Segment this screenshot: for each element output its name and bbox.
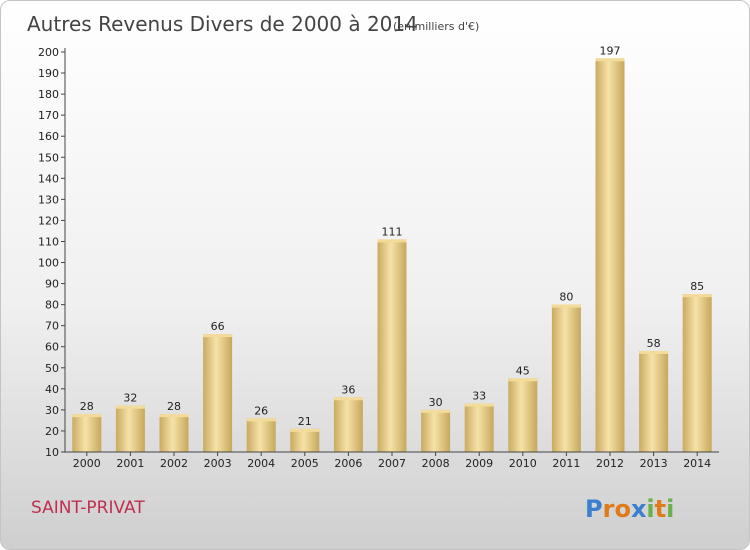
bar-top-edge	[72, 414, 102, 418]
bar	[159, 414, 189, 452]
bar	[682, 294, 712, 452]
y-tick-label: 200	[38, 46, 59, 59]
y-tick-label: 70	[45, 320, 59, 333]
value-label: 32	[123, 392, 137, 405]
x-axis: 2000 2001 2002 2003 2004 2005 2006 2007 2008 2009…	[65, 451, 719, 470]
y-tick-label: 130	[38, 193, 59, 206]
value-label: 80	[559, 291, 573, 304]
x-tick-label: 2011	[552, 457, 580, 470]
value-label: 85	[690, 280, 704, 293]
y-tick-label: 170	[38, 109, 59, 122]
x-tick-label: 2001	[116, 457, 144, 470]
bar	[203, 334, 233, 452]
value-label: 28	[80, 400, 94, 413]
bar-top-edge	[639, 350, 669, 354]
bar-top-edge	[246, 418, 276, 422]
y-tick-label: 120	[38, 214, 59, 227]
bar-top-edge	[290, 428, 320, 432]
bar	[508, 378, 538, 452]
value-label: 36	[341, 383, 355, 396]
x-tick-label: 2004	[247, 457, 275, 470]
y-tick-label: 180	[38, 88, 59, 101]
value-label: 21	[298, 415, 312, 428]
x-tick-label: 2012	[596, 457, 624, 470]
value-label: 33	[472, 390, 486, 403]
bar	[595, 58, 625, 452]
value-label: 197	[600, 44, 621, 57]
logo-letter: t	[655, 495, 666, 523]
y-tick-label: 30	[45, 404, 59, 417]
bar	[290, 428, 320, 452]
x-tick-label: 2003	[204, 457, 232, 470]
y-tick-label: 100	[38, 257, 59, 270]
bar-top-edge	[115, 405, 145, 409]
x-tick-label: 2002	[160, 457, 188, 470]
y-tick-label: 140	[38, 172, 59, 185]
y-tick-label: 190	[38, 67, 59, 80]
y-tick-label: 80	[45, 299, 59, 312]
logo-letter: P	[585, 495, 603, 523]
bar	[377, 239, 407, 452]
x-tick-label: 2005	[291, 457, 319, 470]
bar	[639, 350, 669, 452]
y-tick-label: 110	[38, 235, 59, 248]
logo-letter: i	[646, 495, 654, 523]
bar-top-edge	[421, 409, 451, 413]
bar-top-edge	[464, 403, 494, 407]
logo-letter: x	[631, 495, 647, 523]
bar	[246, 418, 276, 452]
bar-top-edge	[377, 239, 407, 243]
logo-letter: o	[614, 495, 631, 523]
chart-subtitle: (en milliers d'€)	[393, 20, 479, 33]
bar-top-edge	[595, 58, 625, 62]
bars: 28 32 28 66 26 21 36 111 30 33 45 80 197 58 85	[72, 44, 712, 452]
x-tick-label: 2009	[465, 457, 493, 470]
value-label: 66	[211, 320, 225, 333]
y-tick-label: 60	[45, 341, 59, 354]
y-tick-label: 90	[45, 278, 59, 291]
value-label: 111	[382, 225, 403, 238]
y-tick-label: 40	[45, 383, 59, 396]
bar-top-edge	[551, 304, 581, 308]
bar	[115, 405, 145, 452]
y-tick-label: 150	[38, 151, 59, 164]
proxiti-logo: Proxiti	[585, 495, 674, 523]
x-tick-label: 2007	[378, 457, 406, 470]
x-tick-label: 2010	[509, 457, 537, 470]
y-tick-label: 10	[45, 446, 59, 459]
value-label: 30	[429, 396, 443, 409]
bar	[333, 397, 363, 452]
value-label: 26	[254, 404, 268, 417]
bar-top-edge	[203, 334, 233, 338]
bar-top-edge	[682, 294, 712, 298]
bar-top-edge	[333, 397, 363, 401]
x-tick-label: 2008	[422, 457, 450, 470]
place-name: SAINT-PRIVAT	[31, 498, 145, 518]
bar	[551, 304, 581, 452]
value-label: 28	[167, 400, 181, 413]
chart-title: Autres Revenus Divers de 2000 à 2014	[27, 12, 418, 36]
value-label: 45	[516, 364, 530, 377]
y-tick-label: 160	[38, 130, 59, 143]
bar	[72, 414, 102, 452]
x-tick-label: 2013	[640, 457, 668, 470]
bar-top-edge	[159, 414, 189, 418]
x-tick-label: 2014	[683, 457, 711, 470]
logo-letter: r	[603, 495, 615, 523]
bar	[421, 409, 451, 452]
x-tick-label: 2006	[334, 457, 362, 470]
y-axis: 10 20 30 40 50 60 70 80 90 100 110 120 130 140 150 160 1…	[38, 46, 66, 459]
bar	[464, 403, 494, 452]
bar-top-edge	[508, 378, 538, 382]
value-label: 58	[647, 337, 661, 350]
logo-letter: i	[666, 495, 674, 523]
x-tick-label: 2000	[73, 457, 101, 470]
y-tick-label: 20	[45, 425, 59, 438]
y-tick-label: 50	[45, 362, 59, 375]
